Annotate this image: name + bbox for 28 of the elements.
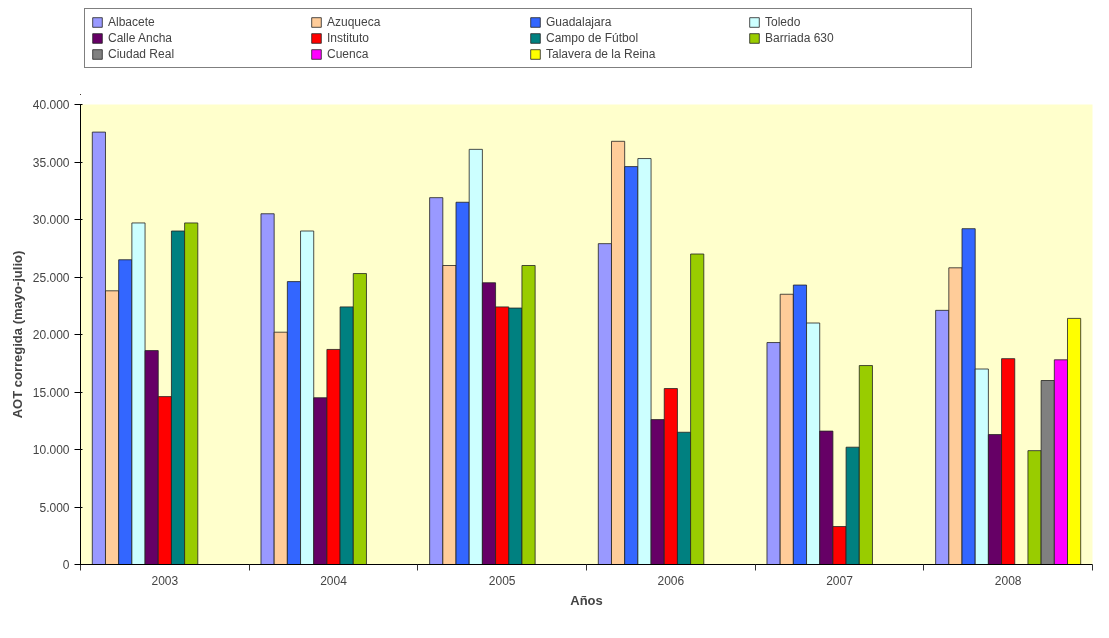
- legend-label: Campo de Fútbol: [546, 31, 640, 45]
- legend-label: Cuenca: [327, 47, 370, 61]
- y-tick-label: 40.000: [32, 98, 70, 112]
- y-tick-label: 35.000: [32, 155, 70, 170]
- y-tick-label: 5.000: [39, 500, 70, 515]
- y-tick-label: 10.000: [32, 443, 70, 457]
- x-tick-label: 2004: [320, 573, 348, 588]
- legend-label: Toledo: [765, 15, 802, 29]
- legend-label: Instituto: [327, 31, 371, 45]
- legend-label: Guadalajara: [546, 15, 613, 29]
- x-tick-label: 2007: [826, 573, 854, 588]
- x-tick-label: 2005: [488, 573, 516, 588]
- legend-label: Azuqueca: [327, 15, 382, 29]
- y-tick-label: 0: [62, 558, 70, 572]
- x-tick-label: 2003: [151, 573, 179, 588]
- y-tick-label: 25.000: [32, 270, 70, 285]
- legend-label: Talavera de la Reina: [546, 47, 657, 61]
- y-tick-label: 20.000: [32, 328, 70, 342]
- x-tick-label: 2006: [657, 573, 685, 588]
- x-axis-title: Años: [570, 592, 603, 608]
- legend-label: Albacete: [108, 15, 156, 29]
- legend-label: Calle Ancha: [108, 31, 174, 45]
- x-tick-label: 2008: [994, 573, 1022, 588]
- y-tick-label: 30.000: [32, 213, 70, 227]
- y-tick-label: 15.000: [32, 385, 70, 400]
- legend-label: Ciudad Real: [108, 47, 176, 61]
- legend-label: Barriada 630: [765, 31, 835, 45]
- y-axis-title: AOT corregida (mayo-julio): [9, 250, 25, 419]
